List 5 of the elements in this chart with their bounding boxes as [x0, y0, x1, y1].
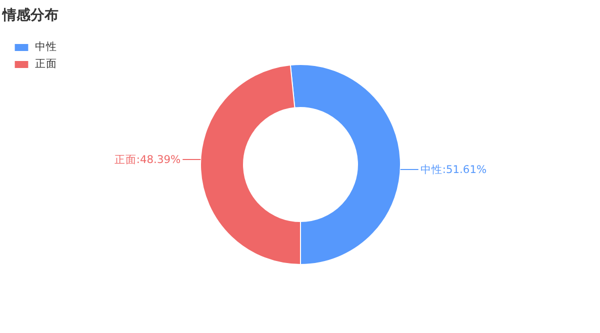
legend-label: 中性	[35, 40, 57, 54]
legend-label: 正面	[35, 57, 57, 71]
data-label: 中性:51.61%	[420, 163, 487, 176]
data-label: 正面:48.39%	[114, 152, 181, 166]
chart-title: 情感分布	[2, 8, 58, 24]
